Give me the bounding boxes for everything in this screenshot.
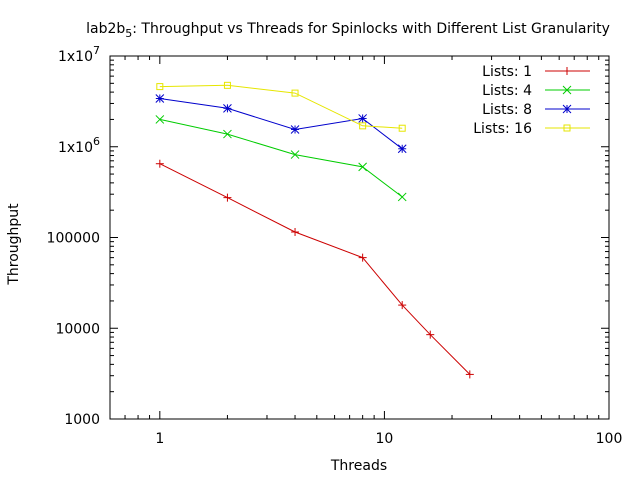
chart-title-subscript: 5 bbox=[125, 27, 132, 40]
data-point bbox=[358, 114, 368, 123]
data-point bbox=[290, 125, 300, 134]
series-1 bbox=[155, 159, 474, 379]
y-tick-label: 1x107 bbox=[58, 44, 100, 65]
data-point bbox=[358, 253, 367, 262]
x-tick-label: 100 bbox=[596, 431, 623, 447]
chart-title-main: lab2b bbox=[86, 21, 125, 37]
series-group bbox=[155, 81, 474, 379]
x-tick-label: 1 bbox=[155, 431, 164, 447]
legend: Lists: 1 Lists: 4 Lists: 8 Lists: 16 bbox=[473, 64, 590, 137]
axes: 1 10 100 1000 10000 100000 1x106 1x107 bbox=[47, 44, 623, 447]
data-point bbox=[155, 159, 164, 168]
data-point bbox=[223, 103, 232, 113]
series-line bbox=[159, 84, 403, 129]
legend-entry: Lists: 16 bbox=[473, 121, 590, 137]
data-point bbox=[290, 150, 300, 159]
data-point bbox=[156, 83, 164, 91]
y-tick-label: 1000 bbox=[64, 412, 100, 428]
data-point bbox=[397, 144, 407, 154]
series-line bbox=[159, 163, 471, 375]
chart-title: lab2b5: Throughput vs Threads for Spinlo… bbox=[86, 21, 610, 40]
data-point bbox=[358, 162, 368, 172]
legend-label: Lists: 1 bbox=[482, 64, 532, 80]
legend-marker bbox=[563, 124, 571, 132]
data-point bbox=[291, 89, 299, 97]
plot-frame bbox=[109, 55, 610, 420]
data-point bbox=[398, 301, 407, 310]
data-point bbox=[398, 124, 406, 132]
data-point bbox=[223, 129, 232, 139]
legend-marker bbox=[562, 104, 572, 114]
y-tick-label: 100000 bbox=[47, 231, 100, 247]
data-point bbox=[426, 330, 435, 339]
legend-entry: Lists: 4 bbox=[482, 83, 590, 99]
y-tick-label: 10000 bbox=[55, 321, 100, 337]
chart-title-rest: : Throughput vs Threads for Spinlocks wi… bbox=[132, 21, 610, 37]
data-point bbox=[155, 115, 165, 124]
series-2 bbox=[155, 115, 407, 202]
data-point bbox=[359, 122, 367, 130]
legend-entry: Lists: 8 bbox=[482, 102, 590, 118]
legend-label: Lists: 8 bbox=[482, 102, 532, 118]
x-axis-label: Threads bbox=[330, 458, 387, 474]
data-point bbox=[223, 193, 232, 202]
series-4 bbox=[156, 81, 406, 132]
data-point bbox=[223, 81, 231, 89]
series-3 bbox=[155, 94, 407, 154]
legend-marker bbox=[562, 85, 572, 95]
data-point bbox=[465, 370, 474, 379]
legend-label: Lists: 4 bbox=[482, 83, 532, 99]
data-point bbox=[155, 94, 165, 103]
legend-entry: Lists: 1 bbox=[482, 64, 590, 80]
data-point bbox=[397, 192, 407, 202]
data-point bbox=[291, 227, 300, 236]
y-tick-label: 1x106 bbox=[58, 135, 100, 156]
series-line bbox=[159, 118, 403, 198]
y-axis-label: Throughput bbox=[6, 203, 22, 286]
legend-marker bbox=[563, 67, 571, 75]
x-tick-label: 10 bbox=[375, 431, 393, 447]
legend-label: Lists: 16 bbox=[473, 121, 532, 137]
